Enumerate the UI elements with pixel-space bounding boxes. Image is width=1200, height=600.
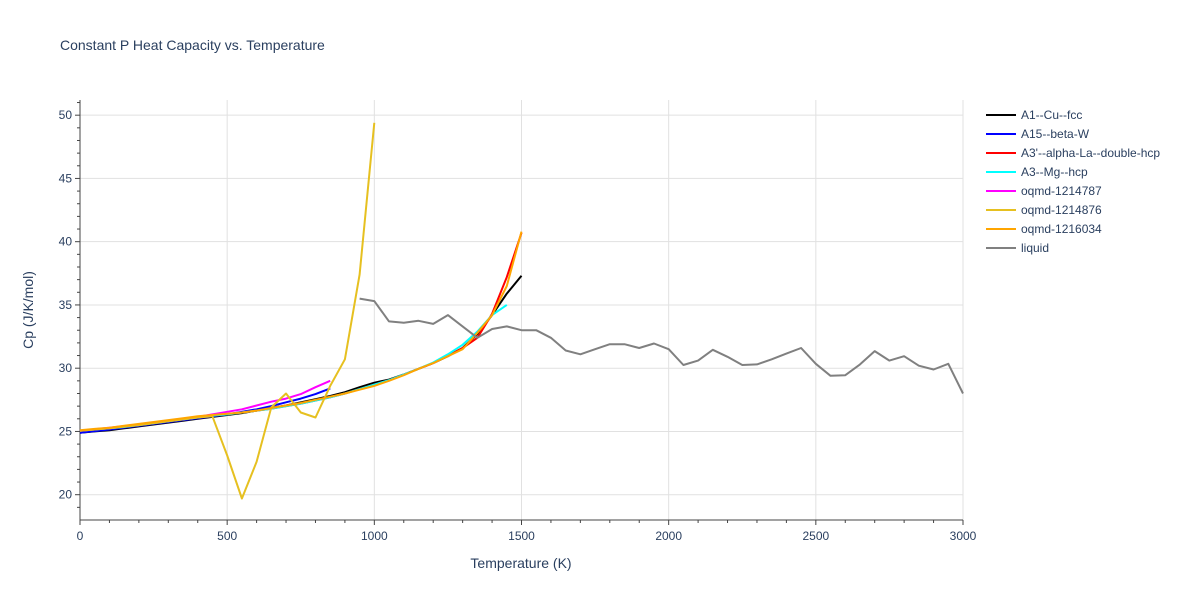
axis-layer: 0 500 1000 1500 2000 2500 3000 20 25 30 35 40 45 50 <box>59 100 977 543</box>
y-tick-label: 45 <box>59 171 73 185</box>
legend-item[interactable]: A3--Mg--hcp <box>986 165 1088 179</box>
legend-label: A3'--alpha-La--double-hcp <box>1021 146 1160 160</box>
chart-title: Constant P Heat Capacity vs. Temperature <box>60 37 325 53</box>
y-axis-title: Cp (J/K/mol) <box>20 271 36 349</box>
x-axis-title: Temperature (K) <box>470 555 571 571</box>
x-tick-label: 2000 <box>655 529 682 543</box>
legend-item[interactable]: A1--Cu--fcc <box>986 108 1082 122</box>
legend-item[interactable]: A3'--alpha-La--double-hcp <box>986 146 1160 160</box>
series-line-6 <box>79 231 523 432</box>
x-tick-label: 1000 <box>361 529 388 543</box>
legend-label: A15--beta-W <box>1021 127 1090 141</box>
x-tick-label: 1500 <box>508 529 535 543</box>
series-layer <box>79 122 964 500</box>
y-tick-label: 40 <box>59 235 73 249</box>
legend-item[interactable]: oqmd-1214876 <box>986 203 1102 217</box>
legend-item[interactable]: A15--beta-W <box>986 127 1090 141</box>
legend[interactable]: A1--Cu--fcc A15--beta-W A3'--alpha-La--dou… <box>986 108 1160 255</box>
y-tick-label: 25 <box>59 424 73 438</box>
x-tick-label: 500 <box>217 529 237 543</box>
series-line-5 <box>79 122 376 500</box>
x-tick-label: 0 <box>77 529 84 543</box>
y-tick-label: 50 <box>59 108 73 122</box>
y-tick-label: 20 <box>59 488 73 502</box>
series-line-7 <box>359 297 964 394</box>
legend-label: oqmd-1214787 <box>1021 184 1102 198</box>
x-tick-label: 3000 <box>950 529 977 543</box>
legend-label: liquid <box>1021 241 1049 255</box>
legend-item[interactable]: oqmd-1214787 <box>986 184 1102 198</box>
legend-label: oqmd-1214876 <box>1021 203 1102 217</box>
grid-layer <box>80 100 964 520</box>
legend-item[interactable]: oqmd-1216034 <box>986 222 1102 236</box>
legend-label: oqmd-1216034 <box>1021 222 1102 236</box>
x-tick-label: 2500 <box>802 529 829 543</box>
legend-label: A1--Cu--fcc <box>1021 108 1082 122</box>
y-tick-label: 35 <box>59 298 73 312</box>
legend-label: A3--Mg--hcp <box>1021 165 1088 179</box>
y-tick-label: 30 <box>59 361 73 375</box>
legend-item[interactable]: liquid <box>986 241 1049 255</box>
